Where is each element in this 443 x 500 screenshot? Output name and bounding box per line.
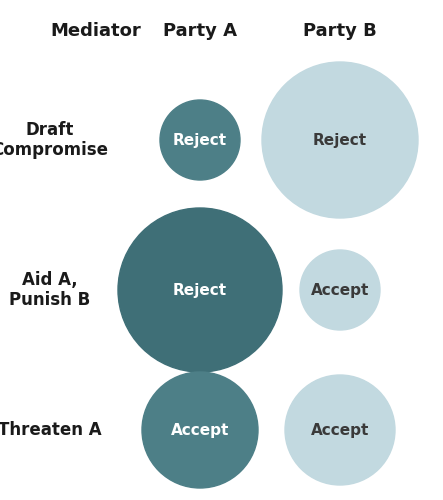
Text: Reject: Reject xyxy=(313,132,367,148)
Circle shape xyxy=(262,62,418,218)
Text: Accept: Accept xyxy=(171,422,229,438)
Text: Accept: Accept xyxy=(311,422,369,438)
Text: Reject: Reject xyxy=(173,282,227,298)
Text: Aid A,
Punish B: Aid A, Punish B xyxy=(9,270,91,310)
Text: Party B: Party B xyxy=(303,22,377,40)
Text: Threaten A: Threaten A xyxy=(0,421,102,439)
Text: Mediator: Mediator xyxy=(50,22,141,40)
Circle shape xyxy=(160,100,240,180)
Circle shape xyxy=(300,250,380,330)
Circle shape xyxy=(285,375,395,485)
Text: Accept: Accept xyxy=(311,282,369,298)
Circle shape xyxy=(142,372,258,488)
Circle shape xyxy=(118,208,282,372)
Text: Draft
Compromise: Draft Compromise xyxy=(0,120,109,160)
Text: Reject: Reject xyxy=(173,132,227,148)
Text: Party A: Party A xyxy=(163,22,237,40)
